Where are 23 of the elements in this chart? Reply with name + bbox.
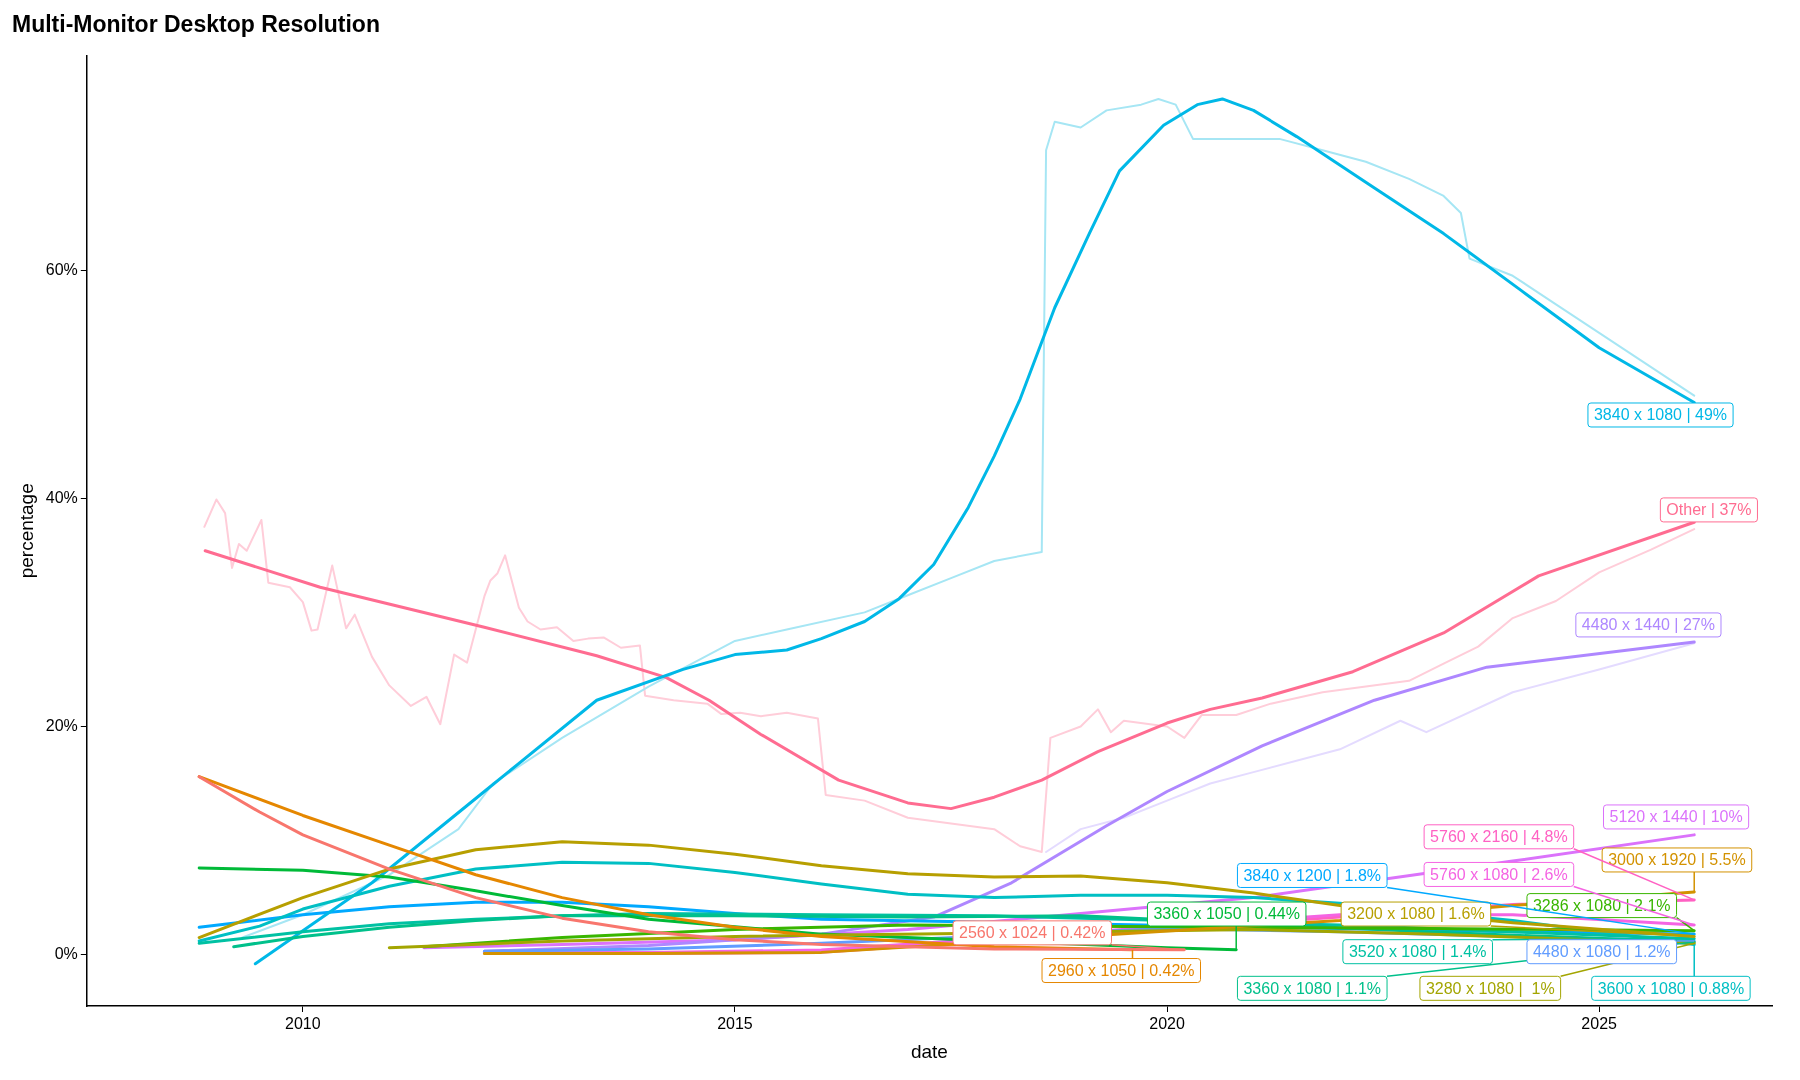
annotation: 3360 x 1080 | 1.1%	[1243, 979, 1382, 997]
annotation: 5760 x 1080 | 2.6%	[1430, 865, 1568, 883]
x-axis-title: date	[910, 1040, 948, 1062]
annotation: 3000 x 1920 | 5.5%	[1608, 851, 1746, 869]
chart-title: Multi-Monitor Desktop Resolution	[12, 11, 380, 38]
annotation: 3840 x 1080 | 49%	[1593, 406, 1728, 424]
y-axis-title: percentage	[15, 483, 37, 579]
x-tick-label: 2025	[1581, 1015, 1618, 1033]
annotation: 3840 x 1200 | 1.8%	[1243, 866, 1382, 884]
x-tick-label: 2015	[717, 1015, 753, 1033]
x-tick-label: 2020	[1149, 1015, 1185, 1033]
annotation: 3600 x 1080 | 0.88%	[1597, 979, 1745, 997]
annotation: Other | 37%	[1666, 501, 1752, 519]
x-tick-label: 2010	[285, 1015, 321, 1033]
annotation: 2960 x 1050 | 0.42%	[1048, 961, 1195, 979]
annotation: 3280 x 1080 | 1%	[1425, 979, 1555, 997]
annotation: 4480 x 1440 | 27%	[1581, 616, 1715, 634]
y-tick-label: 40%	[45, 488, 78, 506]
y-tick-label: 60%	[45, 260, 78, 278]
annotation: 5760 x 2160 | 4.8%	[1430, 828, 1568, 846]
annotation: 5120 x 1440 | 10%	[1609, 808, 1743, 826]
y-tick-label: 20%	[45, 716, 78, 734]
y-tick-label: 0%	[54, 945, 78, 963]
